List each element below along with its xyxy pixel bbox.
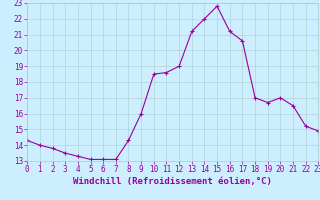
X-axis label: Windchill (Refroidissement éolien,°C): Windchill (Refroidissement éolien,°C) xyxy=(73,177,272,186)
